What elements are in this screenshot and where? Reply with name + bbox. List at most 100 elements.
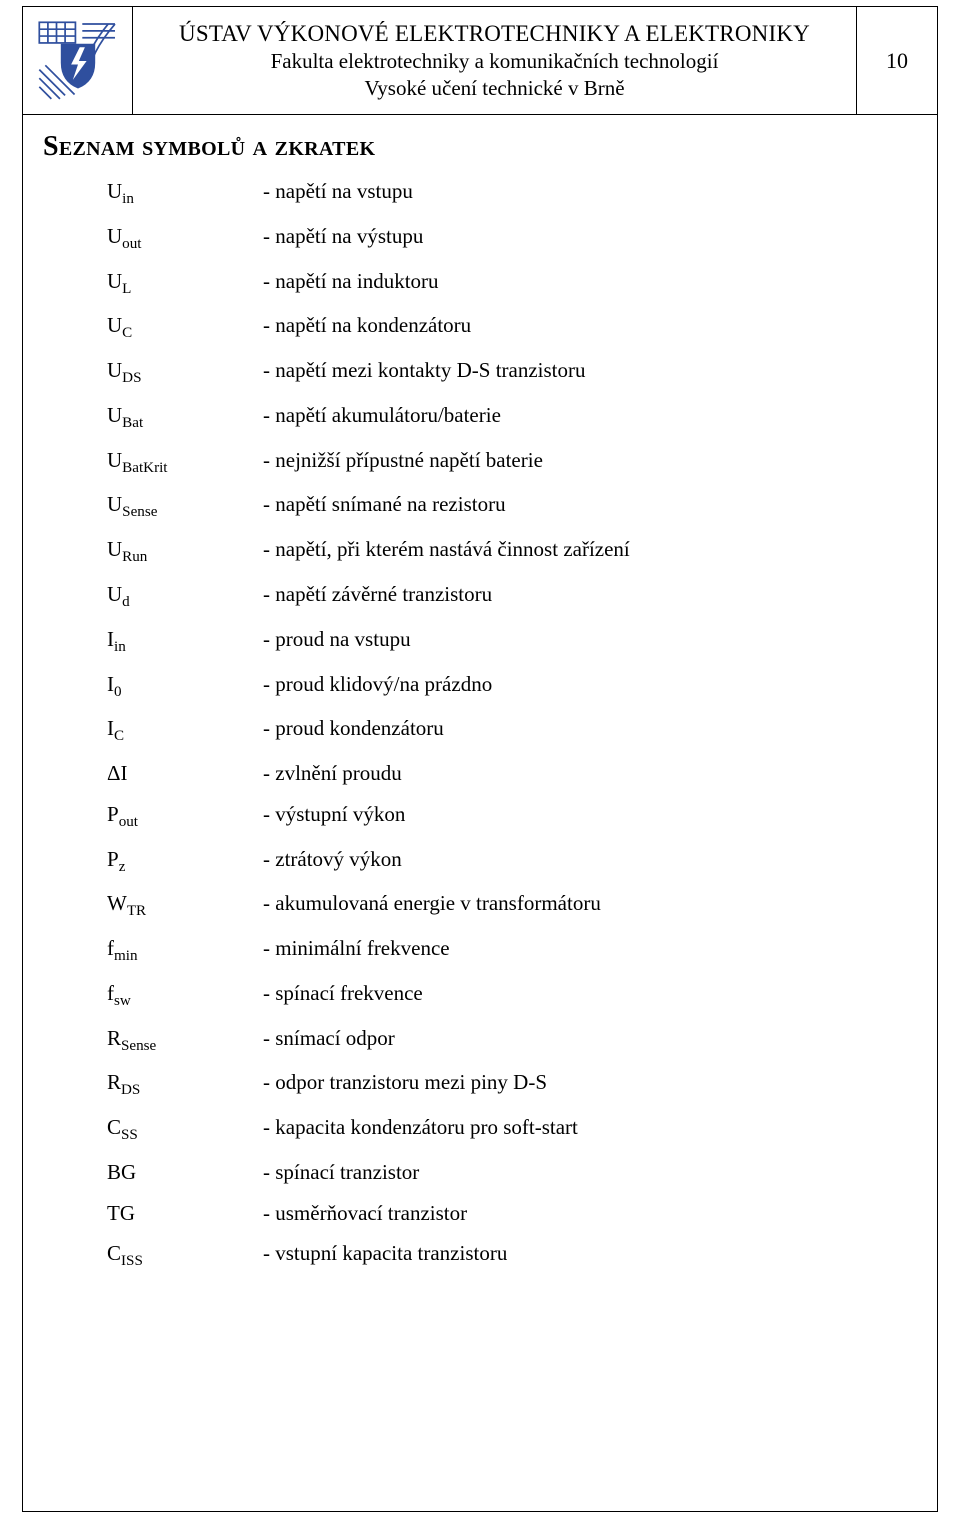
symbol-description: - spínací tranzistor bbox=[263, 1160, 907, 1185]
institute-name: ÚSTAV VÝKONOVÉ ELEKTROTECHNIKY A ELEKTRO… bbox=[179, 19, 810, 48]
symbol-cell: UDS bbox=[43, 358, 263, 387]
symbol-row: URun- napětí, při kterém nastává činnost… bbox=[43, 537, 907, 566]
symbol-cell: UBatKrit bbox=[43, 448, 263, 477]
symbol-description: - proud kondenzátoru bbox=[263, 716, 907, 745]
symbol-row: Ud- napětí závěrné tranzistoru bbox=[43, 582, 907, 611]
symbol-subscript: TR bbox=[127, 904, 146, 920]
page-border: ÚSTAV VÝKONOVÉ ELEKTROTECHNIKY A ELEKTRO… bbox=[22, 6, 938, 1512]
symbol-subscript: SS bbox=[121, 1127, 138, 1143]
symbol-description: - napětí na výstupu bbox=[263, 224, 907, 253]
symbol-description: - výstupní výkon bbox=[263, 802, 907, 831]
symbol-description: - nejnižší přípustné napětí baterie bbox=[263, 448, 907, 477]
symbol-description: - vstupní kapacita tranzistoru bbox=[263, 1241, 907, 1270]
university-logo-icon bbox=[35, 18, 121, 104]
symbol-base: I bbox=[107, 716, 114, 740]
symbol-description: - snímací odpor bbox=[263, 1026, 907, 1055]
symbol-base: ΔI bbox=[107, 761, 128, 785]
symbol-cell: CSS bbox=[43, 1115, 263, 1144]
symbol-subscript: 0 bbox=[114, 684, 122, 700]
symbol-cell: Ud bbox=[43, 582, 263, 611]
symbol-cell: Uout bbox=[43, 224, 263, 253]
symbol-description: - napětí závěrné tranzistoru bbox=[263, 582, 907, 611]
symbol-cell: RDS bbox=[43, 1070, 263, 1099]
symbol-description: - napětí na induktoru bbox=[263, 269, 907, 298]
symbol-row: IC- proud kondenzátoru bbox=[43, 716, 907, 745]
symbol-row: BG - spínací tranzistor bbox=[43, 1160, 907, 1185]
symbol-row: UBatKrit- nejnižší přípustné napětí bate… bbox=[43, 448, 907, 477]
symbol-base: f bbox=[107, 981, 114, 1005]
symbol-description: - proud klidový/na prázdno bbox=[263, 672, 907, 701]
header-bar: ÚSTAV VÝKONOVÉ ELEKTROTECHNIKY A ELEKTRO… bbox=[23, 7, 937, 115]
symbol-description: - napětí na vstupu bbox=[263, 179, 907, 208]
symbol-cell: RSense bbox=[43, 1026, 263, 1055]
symbol-row: CSS- kapacita kondenzátoru pro soft-star… bbox=[43, 1115, 907, 1144]
symbol-row: UL- napětí na induktoru bbox=[43, 269, 907, 298]
symbol-cell: CISS bbox=[43, 1241, 263, 1270]
symbol-cell: USense bbox=[43, 492, 263, 521]
faculty-name: Fakulta elektrotechniky a komunikačních … bbox=[271, 48, 719, 75]
symbol-base: U bbox=[107, 403, 122, 427]
symbol-base: U bbox=[107, 492, 122, 516]
symbol-base: I bbox=[107, 627, 114, 651]
symbol-row: RSense- snímací odpor bbox=[43, 1026, 907, 1055]
symbol-base: U bbox=[107, 269, 122, 293]
symbol-cell: TG bbox=[43, 1201, 263, 1226]
symbol-base: U bbox=[107, 537, 122, 561]
symbol-cell: BG bbox=[43, 1160, 263, 1185]
header-title-cell: ÚSTAV VÝKONOVÉ ELEKTROTECHNIKY A ELEKTRO… bbox=[133, 7, 857, 114]
symbol-row: RDS- odpor tranzistoru mezi piny D-S bbox=[43, 1070, 907, 1099]
symbol-subscript: in bbox=[122, 191, 134, 207]
symbol-base: P bbox=[107, 802, 119, 826]
symbol-row: Pout- výstupní výkon bbox=[43, 802, 907, 831]
symbol-description: - usměrňovací tranzistor bbox=[263, 1201, 907, 1226]
symbol-subscript: d bbox=[122, 594, 130, 610]
section-title: Seznam symbolů a zkratek bbox=[43, 131, 907, 163]
symbol-row: I0- proud klidový/na prázdno bbox=[43, 672, 907, 701]
symbol-subscript: BatKrit bbox=[122, 460, 167, 476]
symbol-subscript: min bbox=[114, 948, 138, 964]
symbol-subscript: Sense bbox=[122, 505, 157, 521]
symbol-description: - zvlnění proudu bbox=[263, 761, 907, 786]
symbol-base: C bbox=[107, 1115, 121, 1139]
symbol-cell: UL bbox=[43, 269, 263, 298]
page: ÚSTAV VÝKONOVÉ ELEKTROTECHNIKY A ELEKTRO… bbox=[0, 0, 960, 1534]
symbol-subscript: DS bbox=[121, 1083, 140, 1099]
symbol-row: USense- napětí snímané na rezistoru bbox=[43, 492, 907, 521]
symbol-subscript: z bbox=[119, 859, 126, 875]
page-number: 10 bbox=[857, 7, 937, 114]
symbol-description: - kapacita kondenzátoru pro soft-start bbox=[263, 1115, 907, 1144]
symbol-base: U bbox=[107, 582, 122, 606]
symbols-table: Uin- napětí na vstupuUout- napětí na výs… bbox=[43, 179, 907, 1270]
symbol-description: - ztrátový výkon bbox=[263, 847, 907, 876]
symbol-subscript: in bbox=[114, 639, 126, 655]
symbol-base: U bbox=[107, 224, 122, 248]
logo-cell bbox=[23, 7, 133, 114]
symbol-row: TG- usměrňovací tranzistor bbox=[43, 1201, 907, 1226]
symbol-row: UC- napětí na kondenzátoru bbox=[43, 313, 907, 342]
symbol-cell: URun bbox=[43, 537, 263, 566]
symbol-row: Pz- ztrátový výkon bbox=[43, 847, 907, 876]
symbol-row: fsw - spínací frekvence bbox=[43, 981, 907, 1010]
symbol-cell: Pout bbox=[43, 802, 263, 831]
symbol-description: - napětí akumulátoru/baterie bbox=[263, 403, 907, 432]
symbol-base: BG bbox=[107, 1160, 136, 1184]
symbol-base: U bbox=[107, 179, 122, 203]
symbol-subscript: DS bbox=[122, 370, 141, 386]
symbol-subscript: Run bbox=[122, 549, 147, 565]
symbol-base: C bbox=[107, 1241, 121, 1265]
symbol-subscript: sw bbox=[114, 993, 131, 1009]
symbol-subscript: C bbox=[122, 326, 132, 342]
symbol-cell: Pz bbox=[43, 847, 263, 876]
symbol-cell: WTR bbox=[43, 891, 263, 920]
symbol-description: - minimální frekvence bbox=[263, 936, 907, 965]
symbol-description: - odpor tranzistoru mezi piny D-S bbox=[263, 1070, 907, 1099]
symbol-cell: UC bbox=[43, 313, 263, 342]
symbol-description: - spínací frekvence bbox=[263, 981, 907, 1010]
symbol-description: - napětí mezi kontakty D-S tranzistoru bbox=[263, 358, 907, 387]
symbol-subscript: out bbox=[119, 814, 138, 830]
symbol-base: P bbox=[107, 847, 119, 871]
symbol-row: WTR- akumulovaná energie v transformátor… bbox=[43, 891, 907, 920]
symbol-row: UDS- napětí mezi kontakty D-S tranzistor… bbox=[43, 358, 907, 387]
symbol-cell: Iin bbox=[43, 627, 263, 656]
symbol-row: UBat- napětí akumulátoru/baterie bbox=[43, 403, 907, 432]
